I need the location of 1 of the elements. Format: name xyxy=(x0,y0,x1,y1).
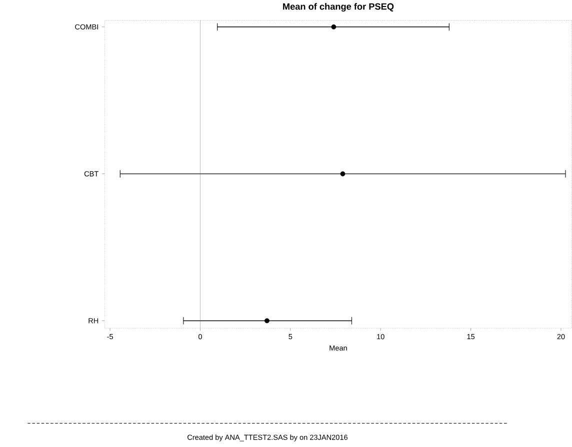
chart-title: Mean of change for PSEQ xyxy=(283,2,394,12)
